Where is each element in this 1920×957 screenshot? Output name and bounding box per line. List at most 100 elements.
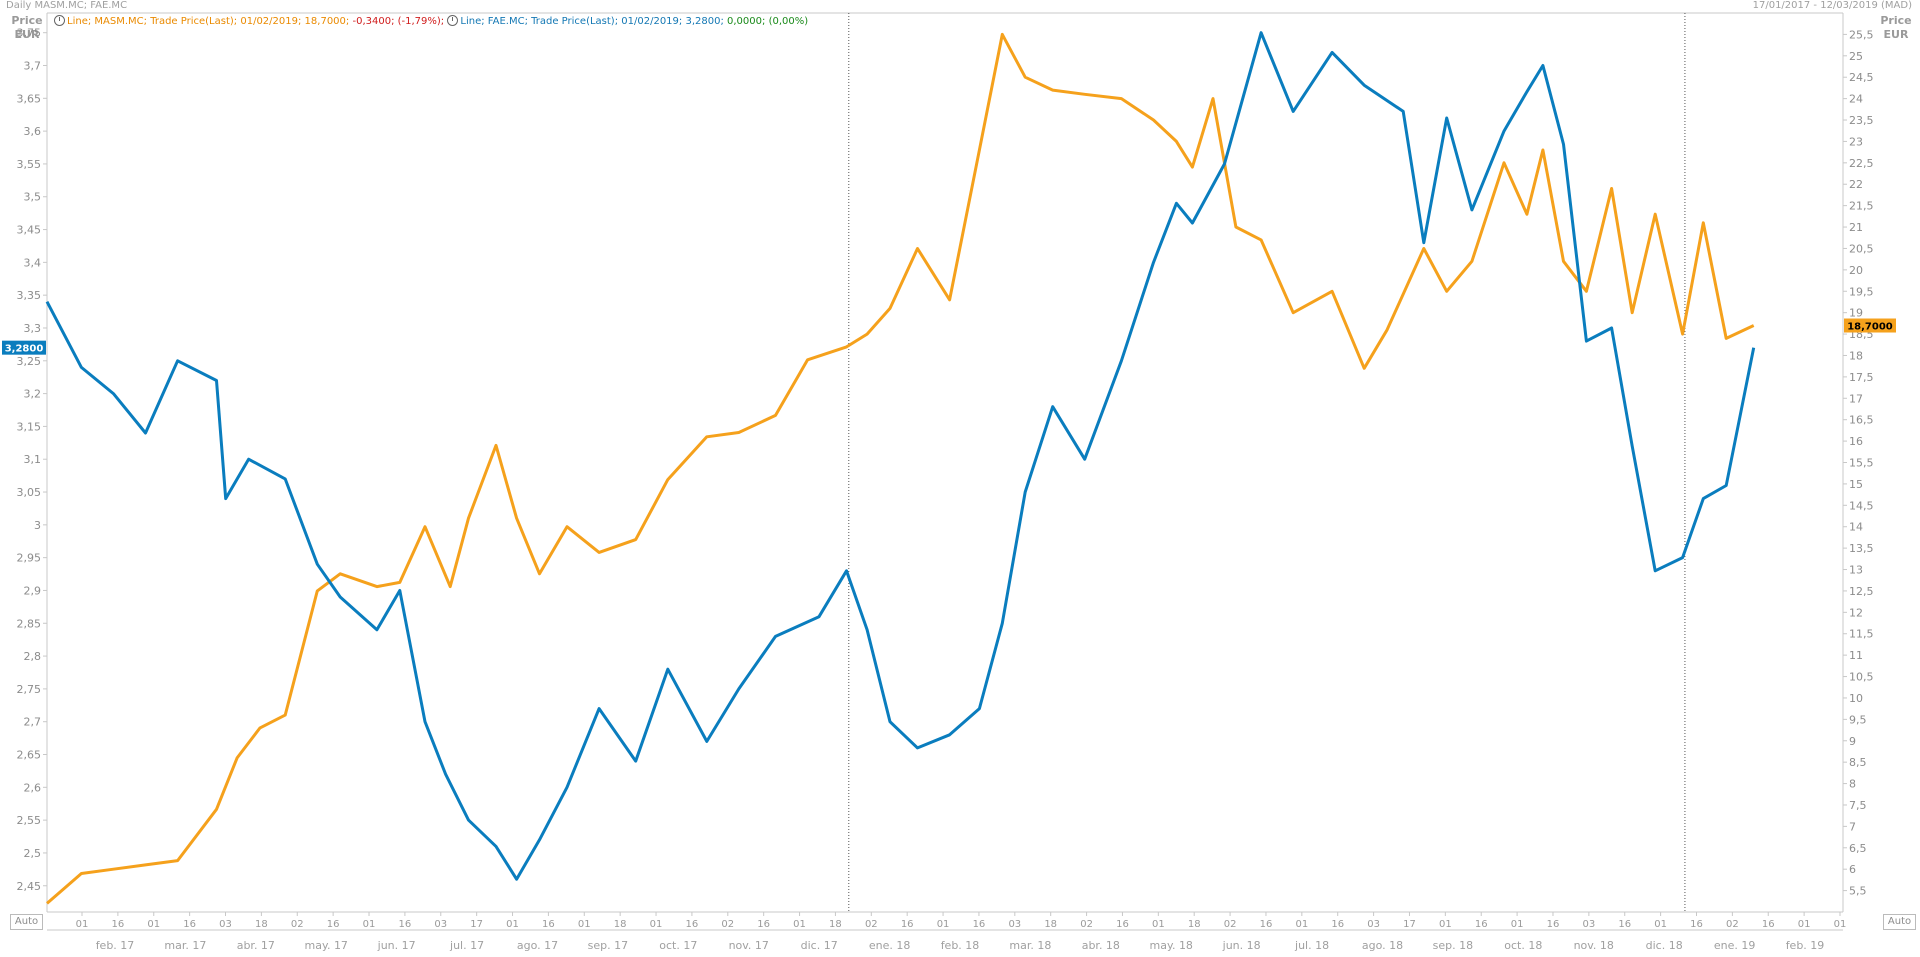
x-day-tick-label: 01 [650,919,663,930]
right-tick-label: 11,5 [1849,628,1874,641]
left-axis-title: Price [11,14,43,27]
left-tick-label: 2,6 [24,781,42,794]
x-month-label: feb. 19 [1786,939,1825,952]
x-day-tick-label: 16 [399,919,412,930]
x-day-tick-label: 01 [578,919,591,930]
right-axis-unit: EUR [1883,28,1909,41]
x-month-label: may. 18 [1150,939,1193,952]
left-tick-label: 2,75 [17,683,42,696]
right-tick-label: 17,5 [1849,371,1874,384]
right-tick-label: 20,5 [1849,242,1874,255]
x-month-label: feb. 18 [941,939,980,952]
x-day-tick-label: 01 [363,919,376,930]
right-tick-label: 23 [1849,135,1863,148]
x-month-label: ene. 18 [869,939,911,952]
right-tick-label: 12 [1849,606,1863,619]
right-tick-label: 8 [1849,778,1856,791]
x-month-label: jul. 18 [1294,939,1329,952]
series-line-masm-mc [46,32,1755,905]
right-tick-label: 22,5 [1849,157,1874,170]
auto-scale-left-button[interactable]: Auto [10,914,43,930]
x-day-tick-label: 16 [686,919,699,930]
right-tick-label: 24 [1849,93,1863,106]
right-axis-header: Price EUR [1878,14,1914,42]
left-tick-label: 3 [34,519,41,532]
right-tick-label: 6,5 [1849,842,1867,855]
legend: Line; MASM.MC; Trade Price(Last); 01/02/… [54,15,808,27]
x-day-tick-label: 03 [434,919,447,930]
x-day-tick-label: 01 [793,919,806,930]
left-tick-label: 3,65 [17,92,42,105]
x-day-tick-label: 16 [1618,919,1631,930]
last-price-label-left: 3,2800 [5,344,44,355]
x-day-tick-label: 02 [865,919,878,930]
legend-fae-change: 0,0000; [727,16,766,27]
x-month-label: mar. 18 [1009,939,1051,952]
right-tick-label: 7,5 [1849,799,1867,812]
right-tick-label: 8,5 [1849,756,1867,769]
legend-masm-ticker: MASM.MC; [94,16,148,27]
x-day-tick-label: 18 [614,919,627,930]
legend-masm-change: -0,3400; [352,16,395,27]
right-axis-title: Price [1880,14,1912,27]
last-price-badge-left [2,340,46,355]
right-tick-label: 21,5 [1849,200,1874,213]
left-tick-label: 3,1 [24,453,42,466]
left-axis-unit: EUR [14,28,40,41]
date-range: 17/01/2017 - 12/03/2019 (MAD) [1752,0,1912,11]
legend-fae-field: Trade Price(Last); [531,16,619,27]
right-tick-label: 9,5 [1849,713,1867,726]
x-day-tick-label: 03 [1582,919,1595,930]
x-day-tick-label: 16 [542,919,555,930]
x-month-label: oct. 17 [659,939,697,952]
right-tick-label: 6 [1849,863,1856,876]
auto-scale-right-button[interactable]: Auto [1883,914,1916,930]
x-day-tick-label: 18 [829,919,842,930]
x-day-tick-label: 01 [1439,919,1452,930]
right-tick-label: 23,5 [1849,114,1874,127]
x-day-tick-label: 01 [1834,919,1847,930]
x-month-label: jul. 17 [449,939,484,952]
right-tick-label: 24,5 [1849,71,1874,84]
left-tick-label: 3,35 [17,289,42,302]
legend-fae-value: 3,2800; [685,16,724,27]
x-day-tick-label: 01 [1152,919,1165,930]
x-month-label: dic. 17 [801,939,838,952]
left-tick-label: 3,5 [24,191,42,204]
left-tick-label: 3,2 [24,388,42,401]
x-month-label: feb. 17 [96,939,135,952]
x-day-tick-label: 01 [76,919,89,930]
left-tick-label: 3,75 [17,27,42,40]
left-tick-label: 2,65 [17,749,42,762]
left-tick-label: 2,85 [17,617,42,630]
right-tick-label: 14,5 [1849,499,1874,512]
x-month-label: ago. 18 [1362,939,1403,952]
x-month-label: ago. 17 [517,939,558,952]
left-tick-label: 3,05 [17,486,42,499]
legend-masm-pct: (-1,79%); [397,16,445,27]
series-line-fae-mc [45,31,1756,881]
x-month-label: abr. 17 [237,939,275,952]
x-month-label: ene. 19 [1714,939,1756,952]
x-month-label: jun. 18 [1222,939,1261,952]
x-day-tick-label: 16 [1260,919,1273,930]
x-day-tick-label: 18 [1044,919,1057,930]
right-tick-label: 12,5 [1849,585,1874,598]
x-month-label: sep. 18 [1433,939,1473,952]
left-tick-label: 2,45 [17,880,42,893]
x-day-tick-label: 18 [255,919,268,930]
left-tick-label: 2,7 [24,716,42,729]
right-tick-label: 11 [1849,649,1863,662]
right-tick-label: 19,5 [1849,285,1874,298]
x-day-tick-label: 16 [973,919,986,930]
x-day-tick-label: 01 [506,919,519,930]
clock-icon[interactable] [54,15,65,26]
chart-title: Daily MASM.MC; FAE.MC [6,0,128,11]
last-price-label-right: 18,7000 [1847,322,1893,333]
right-tick-label: 16 [1849,435,1863,448]
x-day-tick-label: 03 [1367,919,1380,930]
legend-fae-pct: (0,00%) [768,16,809,27]
clock-icon[interactable] [447,15,459,26]
x-month-label: abr. 18 [1082,939,1120,952]
left-tick-label: 3,7 [24,59,42,72]
